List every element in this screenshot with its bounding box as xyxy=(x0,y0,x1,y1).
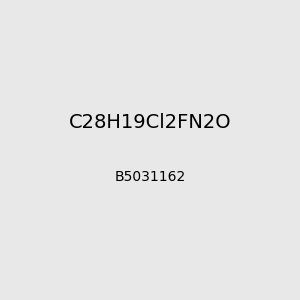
Text: C28H19Cl2FN2O: C28H19Cl2FN2O xyxy=(69,113,231,133)
Text: B5031162: B5031162 xyxy=(114,170,186,184)
